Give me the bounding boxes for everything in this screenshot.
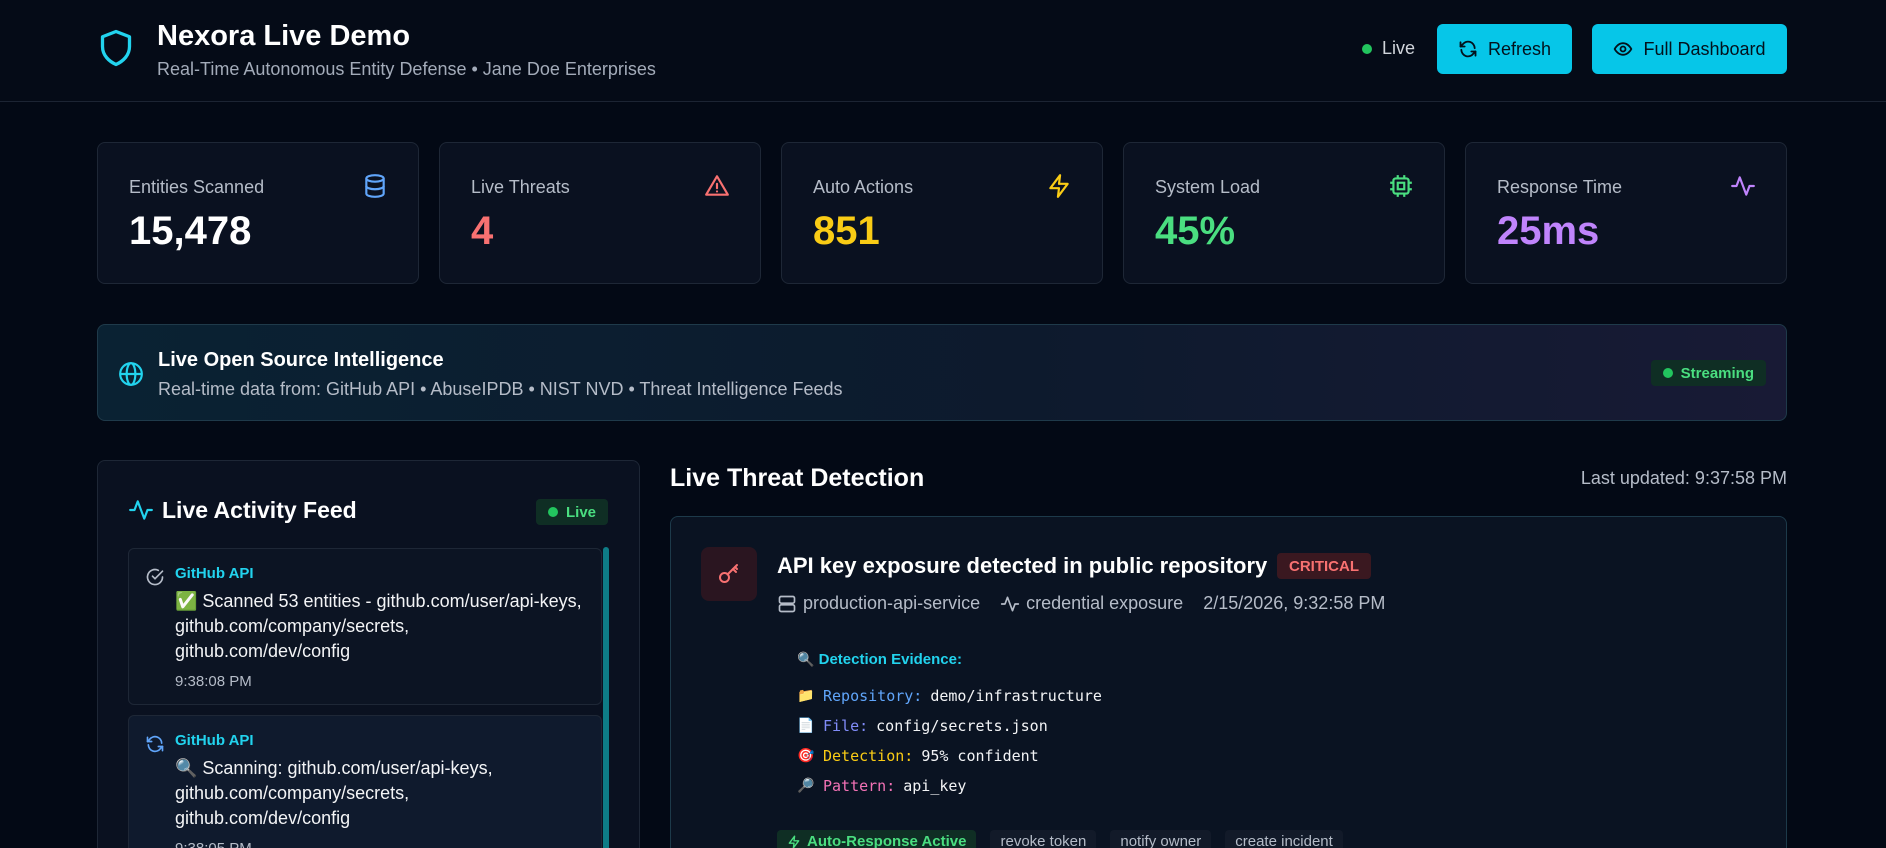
check-circle-icon <box>146 568 164 586</box>
intel-title: Live Open Source Intelligence <box>158 349 444 371</box>
evidence-heading: 🔍 Detection Evidence: <box>797 651 1102 681</box>
feed-item-source: GitHub API <box>175 732 254 749</box>
threat-timestamp: 2/15/2026, 9:32:58 PM <box>1203 593 1386 613</box>
lightning-icon <box>1049 174 1069 198</box>
stat-label: Entities Scanned <box>129 177 265 197</box>
activity-feed-panel: Live Activity Feed Live GitHub API ✅ Sca… <box>97 460 640 848</box>
refresh-button[interactable]: Refresh <box>1437 24 1572 74</box>
stat-label: Auto Actions <box>813 177 914 197</box>
stat-value: 4 <box>471 209 494 253</box>
stat-card-auto-actions: Auto Actions 851 <box>781 142 1103 284</box>
action-notify-owner[interactable]: notify owner <box>1110 830 1212 848</box>
threat-category-label: credential exposure <box>1026 593 1184 613</box>
lightning-icon <box>788 834 800 848</box>
threat-card[interactable]: API key exposure detected in public repo… <box>670 516 1787 848</box>
search-icon: 🔎 <box>797 778 815 794</box>
auto-response-label: Auto-Response Active <box>807 833 967 848</box>
stat-value: 851 <box>813 209 880 253</box>
severity-badge: CRITICAL <box>1277 553 1371 579</box>
evidence-row: 🎯 Detection: 95% confident <box>797 741 1102 771</box>
refresh-icon <box>1459 40 1477 58</box>
status-dot-icon <box>1662 368 1673 378</box>
stat-label: Response Time <box>1497 177 1623 197</box>
shield-icon <box>100 29 132 67</box>
warning-icon <box>705 175 729 196</box>
last-updated: Last updated: 9:37:58 PM <box>1580 468 1787 488</box>
evidence-value: api_key <box>903 777 967 795</box>
threat-service-label: production-api-service <box>803 593 981 613</box>
stat-value: 15,478 <box>129 209 252 253</box>
activity-icon <box>1731 176 1755 196</box>
stat-card-response-time: Response Time 25ms <box>1465 142 1787 284</box>
feed-item-source: GitHub API <box>175 565 254 582</box>
feed-item-text: ✅ Scanned 53 entities - github.com/user/… <box>175 591 582 661</box>
eye-icon <box>1614 42 1633 56</box>
refresh-button-label: Refresh <box>1487 38 1552 59</box>
threat-detection-title: Live Threat Detection <box>670 464 925 492</box>
stat-card-entities-scanned: Entities Scanned 15,478 <box>97 142 419 284</box>
auto-response-badge: Auto-Response Active <box>777 830 977 848</box>
server-icon <box>778 595 796 612</box>
action-revoke-token[interactable]: revoke token <box>990 830 1097 848</box>
stat-card-live-threats: Live Threats 4 <box>439 142 761 284</box>
stat-value: 25ms <box>1497 209 1600 253</box>
full-dashboard-button[interactable]: Full Dashboard <box>1592 24 1787 74</box>
feed-item-time: 9:38:08 PM <box>175 673 252 690</box>
stat-card-system-load: System Load 45% <box>1123 142 1445 284</box>
magnifier-icon: 🔍 <box>797 652 815 668</box>
action-create-incident[interactable]: create incident <box>1225 830 1343 848</box>
live-badge-label: Live <box>566 503 597 521</box>
evidence-row: 🔎 Pattern: api_key <box>797 771 1102 801</box>
evidence-key: File: <box>823 717 869 735</box>
evidence-key: Pattern: <box>823 777 896 795</box>
activity-icon <box>1000 596 1020 611</box>
app-subtitle: Real-Time Autonomous Entity Defense • Ja… <box>157 59 656 79</box>
streaming-badge-label: Streaming <box>1680 364 1754 382</box>
live-status: Live <box>1362 38 1415 59</box>
streaming-badge: Streaming <box>1650 360 1766 386</box>
file-icon: 📄 <box>797 718 815 734</box>
stat-label: System Load <box>1155 177 1261 197</box>
evidence-heading-label: Detection Evidence: <box>818 651 962 668</box>
live-badge: Live <box>536 499 609 525</box>
threat-category: credential exposure <box>1000 593 1183 614</box>
detection-evidence: 🔍 Detection Evidence: 📁 Repository: demo… <box>797 651 1102 801</box>
evidence-value: demo/infrastructure <box>930 687 1102 705</box>
folder-icon: 📁 <box>797 688 815 704</box>
stat-value: 45% <box>1155 209 1236 253</box>
evidence-value: 95% confident <box>921 747 1039 765</box>
cpu-icon <box>1390 175 1412 197</box>
intel-sources: Real-time data from: GitHub API • AbuseI… <box>158 379 843 399</box>
threat-actions: Auto-Response Active revoke token notify… <box>777 830 1343 848</box>
list-item[interactable]: GitHub API ✅ Scanned 53 entities - githu… <box>128 548 602 705</box>
key-icon <box>719 564 738 583</box>
status-dot-icon <box>548 507 558 517</box>
full-dashboard-button-label: Full Dashboard <box>1643 38 1766 59</box>
stat-label: Live Threats <box>471 177 570 197</box>
evidence-row: 📁 Repository: demo/infrastructure <box>797 681 1102 711</box>
globe-icon <box>119 362 143 386</box>
app-title: Nexora Live Demo <box>157 20 411 52</box>
live-dot-icon <box>1362 43 1372 54</box>
refresh-icon <box>146 735 164 753</box>
list-item[interactable]: GitHub API 🔍 Scanning: github.com/user/a… <box>128 715 602 848</box>
feed-item-text: 🔍 Scanning: github.com/user/api-keys, gi… <box>175 758 493 828</box>
evidence-key: Repository: <box>823 687 923 705</box>
target-icon: 🎯 <box>797 748 815 764</box>
live-status-label: Live <box>1382 38 1416 58</box>
threat-meta: production-api-service credential exposu… <box>777 593 1385 614</box>
threat-title: API key exposure detected in public repo… <box>777 553 1268 578</box>
app-header: Nexora Live Demo Real-Time Autonomous En… <box>0 0 1886 102</box>
evidence-value: config/secrets.json <box>876 717 1048 735</box>
evidence-row: 📄 File: config/secrets.json <box>797 711 1102 741</box>
threat-icon-box <box>701 547 757 601</box>
database-icon <box>365 174 385 198</box>
activity-icon <box>129 500 153 520</box>
feed-item-time: 9:38:05 PM <box>175 840 252 848</box>
intel-banner: Live Open Source Intelligence Real-time … <box>97 324 1787 421</box>
feed-scrollbar[interactable] <box>603 547 609 848</box>
activity-feed-title: Live Activity Feed <box>162 497 357 523</box>
threat-service: production-api-service <box>777 593 980 614</box>
evidence-key: Detection: <box>823 747 914 765</box>
